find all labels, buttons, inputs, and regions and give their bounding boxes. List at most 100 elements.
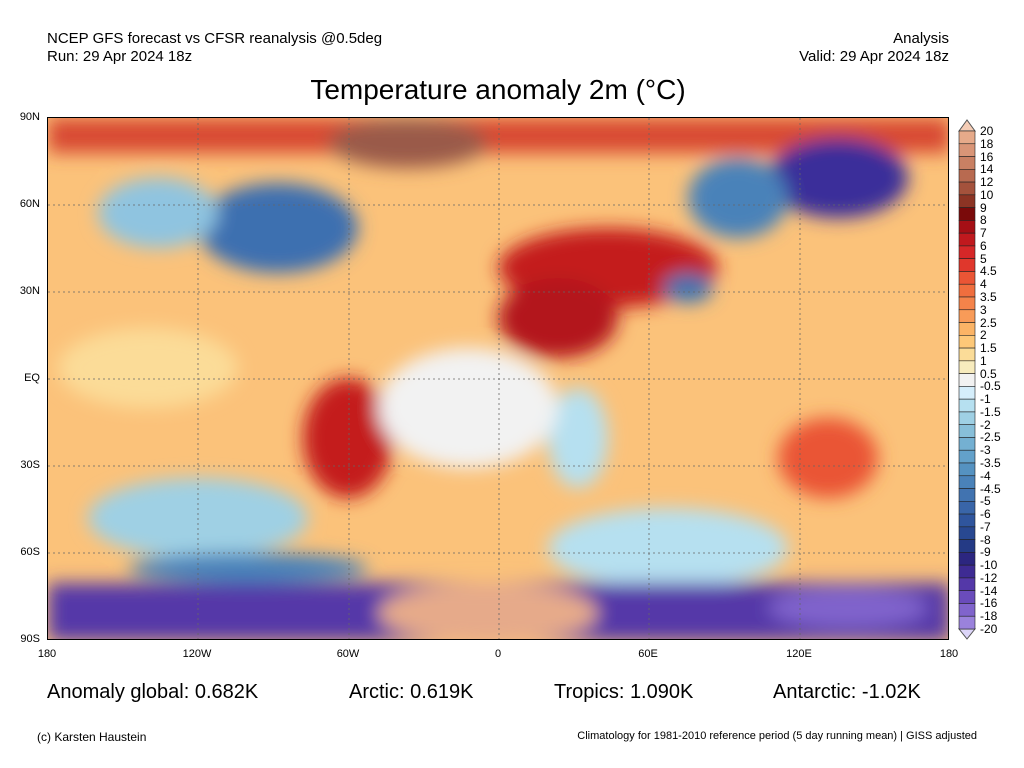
- colorbar-label: -10: [980, 558, 998, 573]
- colorbar-label: -9: [980, 545, 991, 560]
- colorbar-label: 4: [980, 277, 987, 292]
- colorbar-label: 2: [980, 328, 987, 343]
- lon-label: 60E: [638, 648, 658, 660]
- lat-label: 60S: [20, 546, 40, 558]
- colorbar-label: -3: [980, 443, 991, 458]
- colorbar-bin: [958, 615, 976, 630]
- colorbar-bin: [958, 437, 976, 451]
- colorbar-label: -20: [980, 622, 998, 636]
- analysis-label: Analysis: [893, 30, 949, 47]
- colorbar-bin: [958, 181, 976, 196]
- colorbar-label: 9: [980, 200, 987, 215]
- colorbar-bin: [958, 398, 976, 413]
- colorbar-label: -16: [980, 596, 998, 611]
- colorbar-bin: [958, 296, 976, 311]
- lon-label: 120W: [182, 648, 212, 660]
- colorbar-label: 16: [980, 149, 994, 164]
- colorbar-label: -8: [980, 532, 991, 547]
- colorbar-label: 4.5: [980, 264, 997, 279]
- colorbar-bin: [958, 322, 976, 336]
- valid-time: Valid: 29 Apr 2024 18z: [799, 48, 949, 65]
- colorbar-label: 2.5: [980, 315, 997, 330]
- colorbar-label: -4: [980, 468, 991, 483]
- colorbar-bin: [958, 232, 976, 247]
- colorbar-label: 18: [980, 136, 994, 151]
- colorbar-bin: [958, 194, 976, 208]
- colorbar-top-arrow: [958, 119, 976, 132]
- lon-label: 60W: [336, 648, 360, 660]
- colorbar-bottom-arrow: [958, 628, 976, 640]
- lat-label: 30N: [19, 285, 40, 297]
- colorbar-label: 10: [980, 187, 994, 202]
- colorbar-bin: [958, 169, 976, 183]
- colorbar-bin: [958, 449, 976, 464]
- colorbar-bin: [958, 488, 976, 502]
- colorbar-label: -18: [980, 609, 998, 624]
- colorbar-bin: [958, 590, 976, 604]
- lon-label: 180: [939, 648, 959, 660]
- colorbar-bin: [958, 130, 976, 145]
- colorbar-bin: [958, 386, 976, 400]
- colorbar-label: -2: [980, 417, 991, 432]
- lat-label: EQ: [24, 372, 40, 384]
- lon-label: 180: [37, 648, 57, 660]
- colorbar-bin: [958, 309, 976, 323]
- colorbar-bin: [958, 411, 976, 425]
- climatology-note: Climatology for 1981-2010 reference peri…: [577, 730, 977, 742]
- colorbar-bin: [958, 373, 976, 387]
- tropics-anomaly: Tropics: 1.090K: [554, 681, 694, 703]
- temperature-anomaly-map: [47, 117, 949, 640]
- colorbar-label: 6: [980, 238, 987, 253]
- map-title: Temperature anomaly 2m (°C): [310, 74, 686, 105]
- colorbar-label: -6: [980, 507, 991, 522]
- colorbar-bin: [958, 143, 976, 157]
- colorbar-bin: [958, 347, 976, 362]
- lat-label: 30S: [20, 459, 40, 471]
- colorbar-label: -2.5: [980, 430, 1001, 445]
- colorbar-label: -3.5: [980, 456, 1001, 470]
- colorbar-bin: [958, 501, 976, 515]
- colorbar-bin: [958, 526, 976, 540]
- lat-label: 90N: [19, 111, 40, 123]
- colorbar-label: 3: [980, 302, 987, 317]
- colorbar-bin: [958, 564, 976, 579]
- colorbar-label: 0.5: [980, 366, 997, 381]
- colorbar-label: -14: [980, 583, 998, 598]
- arctic-anomaly: Arctic: 0.619K: [349, 681, 474, 703]
- colorbar-label: 1: [980, 353, 987, 368]
- colorbar-bin: [958, 258, 976, 272]
- colorbar-label: 7: [980, 226, 987, 241]
- lat-label: 90S: [20, 633, 40, 645]
- colorbar-label: 12: [980, 175, 994, 190]
- colorbar-bin: [958, 271, 976, 285]
- lat-label: 60N: [19, 198, 40, 210]
- colorbar-bin: [958, 424, 976, 438]
- copyright: (c) Karsten Haustein: [37, 730, 147, 744]
- colorbar-label: -5: [980, 494, 991, 509]
- colorbar-label: 8: [980, 213, 987, 228]
- colorbar-bin: [958, 577, 976, 591]
- colorbar-label: 20: [980, 124, 994, 138]
- colorbar-bin: [958, 513, 976, 528]
- colorbar-label: 14: [980, 162, 994, 177]
- colorbar-label: -4.5: [980, 481, 1001, 496]
- colorbar-label: 5: [980, 251, 987, 266]
- colorbar-label: -12: [980, 570, 998, 585]
- colorbar-bin: [958, 207, 976, 221]
- colorbar-label: -0.5: [980, 379, 1001, 394]
- colorbar-label: 3.5: [980, 290, 997, 304]
- colorbar-bin: [958, 220, 976, 234]
- colorbar-bin: [958, 245, 976, 259]
- lon-label: 0: [494, 648, 502, 660]
- colorbar: [958, 119, 976, 640]
- colorbar-bin: [958, 475, 976, 489]
- colorbar-bin: [958, 156, 976, 170]
- colorbar-bin: [958, 603, 976, 617]
- colorbar-label: -7: [980, 519, 991, 534]
- colorbar-bin: [958, 360, 976, 374]
- colorbar-label: -1.5: [980, 404, 1001, 419]
- global-anomaly: Anomaly global: 0.682K: [47, 681, 259, 703]
- model-description: NCEP GFS forecast vs CFSR reanalysis @0.…: [47, 30, 383, 47]
- colorbar-bin: [958, 335, 976, 349]
- run-time: Run: 29 Apr 2024 18z: [47, 48, 193, 65]
